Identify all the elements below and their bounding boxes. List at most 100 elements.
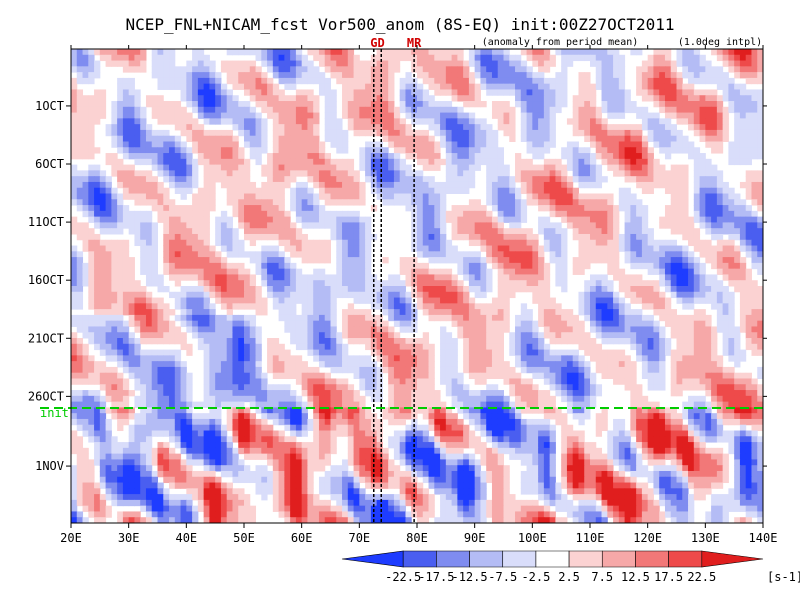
field-cell	[664, 95, 672, 102]
field-cell	[630, 245, 637, 252]
field-cell	[503, 101, 510, 108]
field-cell	[284, 262, 291, 270]
field-cell	[578, 228, 585, 235]
field-cell	[532, 141, 539, 148]
field-cell	[342, 60, 349, 67]
field-cell	[457, 77, 464, 85]
field-cell	[705, 239, 712, 247]
field-cell	[509, 216, 516, 223]
field-cell	[318, 309, 326, 316]
field-cell	[520, 332, 528, 339]
field-cell	[134, 233, 141, 241]
field-cell	[88, 291, 95, 299]
field-cell	[163, 245, 170, 252]
field-cell	[359, 164, 366, 171]
field-cell	[653, 95, 660, 102]
field-cell	[318, 72, 326, 79]
field-cell	[290, 95, 297, 102]
field-cell	[474, 303, 481, 310]
field-cell	[670, 106, 677, 114]
field-cell	[105, 187, 112, 195]
field-cell	[359, 95, 366, 102]
field-cell	[728, 187, 735, 195]
field-cell	[376, 49, 383, 56]
field-cell	[515, 54, 522, 62]
field-cell	[751, 66, 758, 73]
field-cell	[428, 233, 435, 241]
field-cell	[336, 239, 343, 247]
field-cell	[99, 314, 107, 322]
field-cell	[157, 303, 164, 310]
field-cell	[659, 216, 666, 223]
field-cell	[290, 164, 297, 171]
field-cell	[699, 222, 706, 229]
field-cell	[365, 268, 372, 275]
field-cell	[238, 153, 245, 160]
field-cell	[347, 72, 355, 79]
field-cell	[647, 268, 654, 275]
field-cell	[641, 216, 649, 223]
field-cell	[716, 251, 724, 258]
field-cell	[705, 176, 712, 183]
field-cell	[647, 89, 654, 96]
field-cell	[584, 228, 591, 235]
field-cell	[278, 129, 285, 137]
field-cell	[630, 239, 637, 247]
field-cell	[670, 262, 677, 270]
field-cell	[515, 153, 522, 160]
field-cell	[71, 101, 78, 108]
field-cell	[422, 106, 430, 114]
field-cell	[249, 66, 257, 73]
field-cell	[376, 77, 383, 85]
field-cell	[590, 274, 597, 281]
field-cell	[659, 118, 666, 125]
field-cell	[388, 112, 395, 119]
field-cell	[561, 170, 568, 177]
field-cell	[313, 158, 320, 166]
field-cell	[359, 72, 366, 79]
field-cell	[215, 164, 222, 171]
field-cell	[399, 297, 406, 304]
field-cell	[186, 210, 193, 218]
field-cell	[232, 228, 239, 235]
field-cell	[693, 124, 701, 131]
field-cell	[186, 124, 193, 131]
field-cell	[630, 176, 637, 183]
field-cell	[393, 274, 401, 281]
field-cell	[722, 118, 729, 125]
field-cell	[468, 210, 476, 218]
field-cell	[342, 72, 349, 79]
field-cell	[641, 147, 649, 154]
field-cell	[238, 291, 245, 299]
field-cell	[272, 129, 280, 137]
field-cell	[105, 268, 112, 275]
field-cell	[624, 199, 631, 206]
field-cell	[284, 147, 291, 154]
field-cell	[745, 309, 752, 316]
field-cell	[520, 112, 528, 119]
field-cell	[751, 106, 758, 114]
field-cell	[336, 245, 343, 252]
field-cell	[722, 332, 729, 339]
field-cell	[151, 233, 158, 241]
field-cell	[440, 303, 447, 310]
field-cell	[520, 181, 528, 189]
field-cell	[716, 257, 724, 264]
field-cell	[318, 286, 326, 293]
field-cell	[734, 112, 741, 119]
field-cell	[509, 77, 516, 85]
field-cell	[670, 187, 677, 195]
field-cell	[705, 106, 712, 114]
field-cell	[122, 129, 130, 137]
field-cell	[197, 60, 205, 67]
field-cell	[468, 170, 476, 177]
field-cell	[474, 153, 481, 160]
field-cell	[342, 187, 349, 195]
field-cell	[434, 124, 441, 131]
field-cell	[134, 343, 141, 351]
field-cell	[267, 66, 274, 73]
field-cell	[220, 239, 228, 247]
field-cell	[417, 106, 424, 114]
field-cell	[422, 135, 430, 142]
field-cell	[503, 66, 510, 73]
